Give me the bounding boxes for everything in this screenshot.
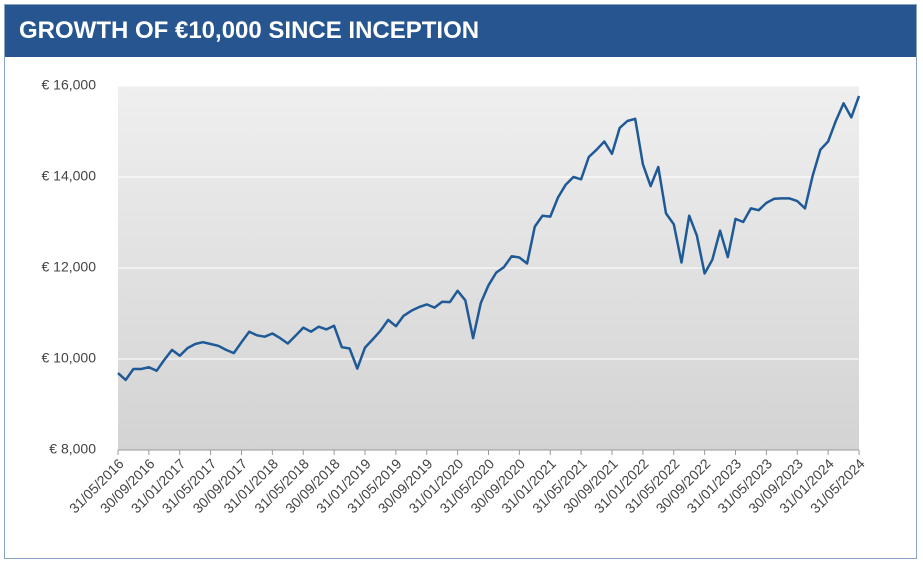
chart-title: GROWTH OF €10,000 SINCE INCEPTION [5, 5, 916, 57]
panel: GROWTH OF €10,000 SINCE INCEPTION [4, 4, 917, 559]
y-tick-label: € 10,000 [42, 350, 97, 366]
series-line [117, 95, 861, 382]
y-tick-label: € 14,000 [42, 168, 97, 184]
y-tick-label: € 12,000 [42, 259, 97, 275]
y-tick-label: € 8,000 [49, 441, 96, 457]
y-tick-label: € 16,000 [42, 77, 97, 93]
